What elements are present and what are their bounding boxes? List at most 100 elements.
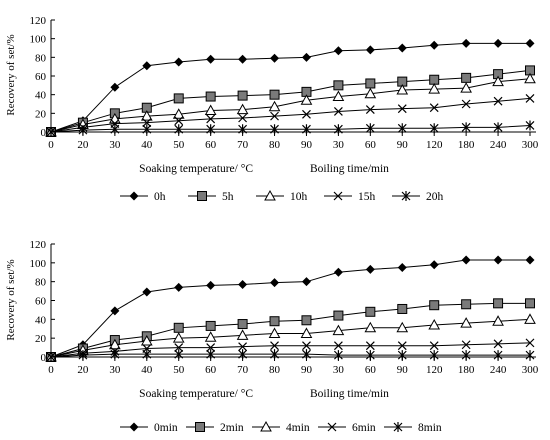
x-tick-label: 240 — [490, 364, 507, 376]
x-tick-label: 0 — [48, 139, 54, 151]
x-tick-label: 30 — [109, 139, 121, 151]
data-point — [46, 127, 56, 137]
legend-label: 2min — [220, 422, 244, 434]
legend-marker — [129, 191, 139, 201]
data-point — [300, 94, 313, 105]
data-point — [429, 341, 439, 351]
data-point — [493, 38, 503, 48]
data-point — [142, 349, 152, 360]
data-point — [238, 113, 248, 123]
data-point — [142, 61, 152, 71]
legend-marker — [401, 191, 411, 201]
legend-label: 0min — [154, 422, 178, 434]
data-point — [270, 124, 279, 135]
data-point — [204, 331, 217, 342]
data-point — [365, 341, 375, 351]
x-tick-label: 60 — [205, 364, 217, 376]
legend-label: 0h — [154, 191, 166, 203]
legend-item: 15h — [324, 191, 376, 203]
data-point — [172, 108, 185, 119]
data-point — [206, 124, 216, 135]
data-point — [78, 350, 88, 361]
chart-panel-top: 0 20 40 60 80 100 120 0 20 30 40 50 60 70 80 90 30 60 90 12… — [5, 15, 539, 203]
data-point — [396, 83, 409, 95]
data-point — [333, 46, 343, 56]
series-line — [50, 69, 531, 133]
data-point — [396, 321, 409, 333]
data-point — [397, 303, 408, 314]
data-point — [525, 298, 535, 309]
data-point — [525, 93, 535, 103]
x-tick-label: 300 — [522, 364, 539, 376]
data-point — [428, 83, 441, 94]
data-point — [461, 340, 471, 350]
legend-item: 4min — [252, 420, 310, 434]
data-point — [492, 315, 504, 326]
data-point — [461, 122, 471, 133]
series-8min — [46, 349, 535, 362]
data-point — [173, 322, 184, 333]
data-point — [238, 124, 248, 135]
series-20h — [46, 120, 535, 137]
data-point — [525, 338, 535, 348]
y-tick-label: 0 — [41, 127, 47, 139]
data-point — [238, 349, 248, 360]
data-point — [268, 100, 281, 112]
series-line — [50, 124, 531, 133]
data-point — [140, 334, 153, 346]
legend-label: 5h — [222, 191, 234, 203]
data-point — [525, 38, 535, 48]
legend-label: 4min — [286, 422, 310, 434]
legend-item: 0h — [120, 191, 166, 203]
x-tick-label: 80 — [269, 139, 281, 151]
y-tick-label: 80 — [35, 52, 47, 64]
x-axis-label-soaking: Soaking temperature/ °C — [139, 388, 253, 400]
legend: 0h 5h 10h 15h 20h — [120, 189, 444, 203]
x-tick-label: 90 — [301, 139, 313, 151]
data-point — [493, 255, 503, 265]
data-point — [142, 118, 152, 128]
data-point — [525, 255, 535, 265]
data-point — [333, 341, 343, 351]
x-axis-label-boiling: Boiling time/min — [310, 163, 389, 175]
x-tick-label: 90 — [301, 364, 313, 376]
data-point — [269, 316, 280, 327]
data-point — [236, 103, 249, 115]
series-line — [50, 353, 530, 358]
data-point — [301, 52, 311, 62]
data-point — [205, 91, 216, 102]
x-tick-label: 0 — [48, 364, 54, 376]
data-point — [493, 298, 504, 309]
legend-label: 20h — [426, 191, 444, 203]
data-point — [268, 327, 281, 338]
data-point — [365, 105, 375, 115]
x-tick-label: 40 — [141, 139, 153, 151]
data-point — [238, 342, 248, 352]
y-tick-label: 0 — [41, 352, 47, 364]
legend-marker — [327, 422, 337, 432]
series-6min — [46, 338, 535, 362]
data-point — [397, 104, 407, 114]
data-point — [174, 124, 184, 135]
data-point — [300, 327, 313, 338]
data-point — [174, 282, 184, 292]
data-point — [493, 96, 503, 106]
data-point — [46, 352, 56, 362]
data-point — [302, 341, 311, 351]
data-point — [237, 319, 248, 330]
series-line — [50, 342, 531, 358]
x-tick-label: 240 — [490, 139, 507, 151]
legend-item: 8min — [384, 422, 442, 434]
x-tick-label: 30 — [109, 364, 121, 376]
legend-marker — [264, 189, 276, 201]
series-15h — [46, 93, 535, 137]
data-point — [302, 349, 311, 360]
data-point — [206, 280, 216, 290]
data-point — [429, 74, 440, 85]
data-point — [174, 349, 184, 360]
data-point — [333, 124, 343, 135]
x-tick-label: 50 — [173, 139, 185, 151]
data-point — [332, 324, 345, 336]
x-tick-label: 70 — [237, 364, 249, 376]
data-point — [492, 75, 504, 87]
